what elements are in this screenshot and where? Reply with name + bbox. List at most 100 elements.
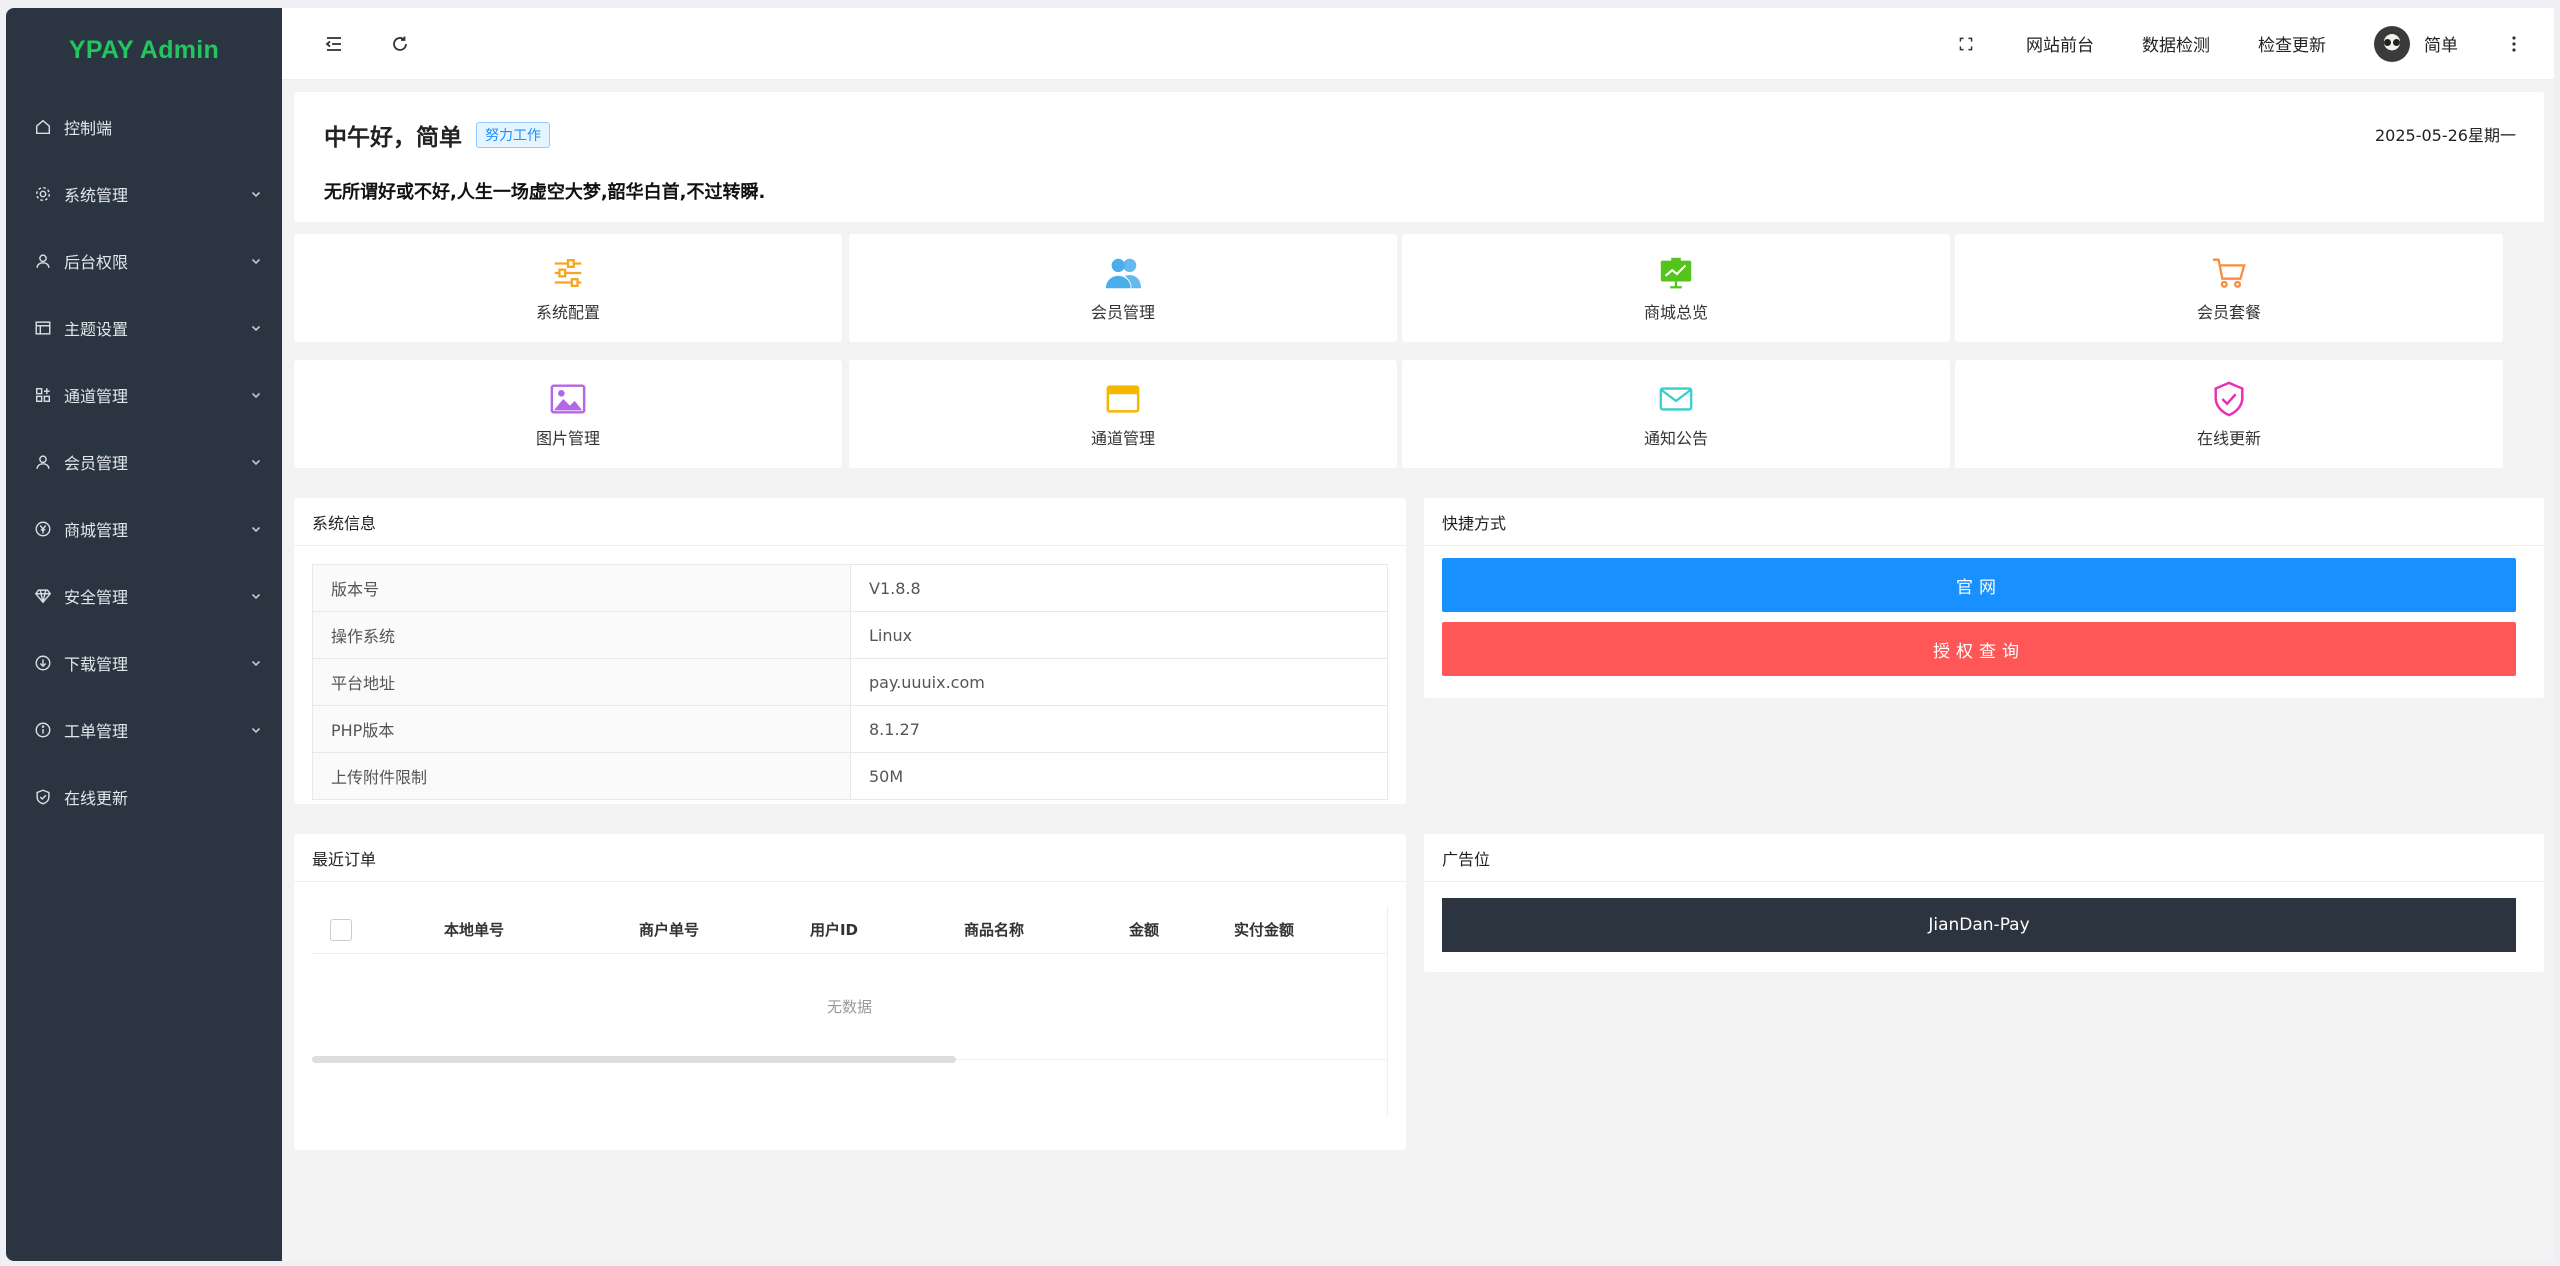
info-value: Linux	[850, 611, 1388, 659]
orders-table-header: 本地单号 商户单号 用户ID 商品名称 金额 实付金额	[312, 906, 1387, 954]
brand-logo[interactable]: YPAY Admin	[68, 36, 220, 64]
table-row: 平台地址 pay.uuuix.com	[312, 658, 1388, 706]
sidebar-item-label: 控制端	[64, 118, 113, 138]
image-icon	[548, 379, 588, 419]
shortcut-tile-3[interactable]: 会员套餐	[1955, 234, 2503, 342]
sidebar-item-label: 安全管理	[64, 587, 129, 607]
recent-orders-card: 最近订单 本地单号 商户单号 用户ID 商品名称 金额 实付金额 无数据	[294, 834, 1406, 1150]
sidebar-item-label: 在线更新	[64, 788, 129, 808]
card-icon	[1103, 379, 1143, 419]
chevron-down-icon	[250, 456, 262, 468]
sidebar-item-1[interactable]: 系统管理	[6, 160, 282, 227]
official-site-button[interactable]: 官网	[1442, 558, 2516, 612]
shortcut-tile-6[interactable]: 通知公告	[1402, 360, 1950, 468]
sidebar-item-label: 通道管理	[64, 386, 129, 406]
shortcut-tile-0[interactable]: 系统配置	[294, 234, 842, 342]
table-row: 操作系统 Linux	[312, 611, 1388, 659]
license-query-button[interactable]: 授权查询	[1442, 622, 2516, 676]
welcome-card: 中午好，简单 努力工作 2025-05-26星期一 无所谓好或不好,人生一场虚空…	[294, 92, 2544, 222]
col-local-order[interactable]: 本地单号	[443, 921, 504, 939]
sidebar-item-label: 下载管理	[64, 654, 129, 674]
sidebar-item-9[interactable]: 工单管理	[6, 696, 282, 763]
info-key: 版本号	[312, 564, 851, 612]
download-icon	[32, 652, 54, 674]
sidebar-item-label: 会员管理	[64, 453, 129, 473]
greeting: 中午好，简单	[324, 125, 462, 151]
empty-state: 无数据	[312, 954, 1387, 1060]
chevron-down-icon	[250, 523, 262, 535]
chevron-down-icon	[250, 188, 262, 200]
sidebar-item-7[interactable]: 安全管理	[6, 562, 282, 629]
diamond-icon	[32, 585, 54, 607]
status-badge: 努力工作	[476, 122, 550, 148]
more-vertical-icon[interactable]	[2502, 32, 2526, 56]
info-key: 上传附件限制	[312, 752, 851, 800]
system-info-table: 版本号 V1.8.8 操作系统 Linux 平台地址 pay.uuuix.com PHP版本…	[312, 564, 1388, 800]
main-area: 网站前台 数据检测 检查更新 简单 中午好，简单 努力工作 2025-05-26…	[282, 8, 2554, 1261]
fullscreen-icon[interactable]	[1954, 32, 1978, 56]
table-row: PHP版本 8.1.27	[312, 705, 1388, 753]
sidebar-item-3[interactable]: 主题设置	[6, 294, 282, 361]
cart-icon	[2209, 253, 2249, 293]
sidebar: YPAY Admin 控制端系统管理后台权限主题设置通道管理会员管理商城管理安全…	[6, 8, 282, 1261]
col-paid-amount[interactable]: 实付金额	[1233, 921, 1294, 939]
grid-plus-icon	[32, 384, 54, 406]
horizontal-scrollbar[interactable]	[312, 1056, 956, 1063]
mail-icon	[1656, 379, 1696, 419]
table-row: 上传附件限制 50M	[312, 752, 1388, 800]
shortcut-tile-1[interactable]: 会员管理	[849, 234, 1397, 342]
username: 简单	[2424, 36, 2458, 56]
data-check-link[interactable]: 数据检测	[2142, 36, 2210, 56]
sidebar-item-10[interactable]: 在线更新	[6, 763, 282, 830]
sidebar-item-label: 后台权限	[64, 252, 129, 272]
chevron-down-icon	[250, 389, 262, 401]
shortcut-label: 商城总览	[1643, 303, 1708, 322]
info-value: 50M	[850, 752, 1388, 800]
site-frontend-link[interactable]: 网站前台	[2026, 36, 2094, 56]
col-amount[interactable]: 金额	[1128, 921, 1159, 939]
col-user-id[interactable]: 用户ID	[809, 921, 859, 939]
shortcut-tile-4[interactable]: 图片管理	[294, 360, 842, 468]
sidebar-item-0[interactable]: 控制端	[6, 93, 282, 160]
user-menu[interactable]: 简单	[2374, 25, 2458, 62]
shortcut-tile-2[interactable]: 商城总览	[1402, 234, 1950, 342]
chevron-down-icon	[250, 322, 262, 334]
col-product-name[interactable]: 商品名称	[963, 921, 1024, 939]
chevron-down-icon	[250, 590, 262, 602]
info-icon	[32, 719, 54, 741]
user-icon	[32, 250, 54, 272]
shortcut-tile-7[interactable]: 在线更新	[1955, 360, 2503, 468]
refresh-icon[interactable]	[388, 32, 412, 56]
avatar[interactable]	[2374, 25, 2410, 62]
sidebar-item-label: 主题设置	[64, 319, 129, 339]
check-update-link[interactable]: 检查更新	[2258, 36, 2326, 56]
ad-banner-button[interactable]: JianDan-Pay	[1442, 898, 2516, 952]
sidebar-item-label: 工单管理	[64, 721, 129, 741]
sidebar-item-label: 系统管理	[64, 185, 129, 205]
info-key: PHP版本	[312, 705, 851, 753]
sidebar-menu: 控制端系统管理后台权限主题设置通道管理会员管理商城管理安全管理下载管理工单管理在…	[6, 93, 282, 830]
chevron-down-icon	[250, 255, 262, 267]
select-all-checkbox[interactable]	[330, 918, 352, 941]
shortcut-tile-5[interactable]: 通道管理	[849, 360, 1397, 468]
col-merchant-order[interactable]: 商户单号	[638, 921, 699, 939]
shortcut-label: 通知公告	[1643, 429, 1708, 448]
info-value: pay.uuuix.com	[850, 658, 1388, 706]
quick-links-card: 快捷方式 官网 授权查询	[1424, 498, 2544, 698]
chart-board-icon	[1656, 253, 1696, 293]
sidebar-item-4[interactable]: 通道管理	[6, 361, 282, 428]
user-icon	[32, 451, 54, 473]
shortcut-label: 系统配置	[535, 303, 600, 322]
sidebar-item-8[interactable]: 下载管理	[6, 629, 282, 696]
table-row: 版本号 V1.8.8	[312, 564, 1388, 612]
gear-icon	[32, 183, 54, 205]
sidebar-item-6[interactable]: 商城管理	[6, 495, 282, 562]
shortcut-label: 在线更新	[2196, 429, 2261, 448]
home-icon	[32, 116, 54, 138]
sidebar-item-label: 商城管理	[64, 520, 129, 540]
sidebar-item-5[interactable]: 会员管理	[6, 428, 282, 495]
info-key: 平台地址	[312, 658, 851, 706]
menu-toggle-icon[interactable]	[322, 32, 346, 56]
sidebar-item-2[interactable]: 后台权限	[6, 227, 282, 294]
info-key: 操作系统	[312, 611, 851, 659]
